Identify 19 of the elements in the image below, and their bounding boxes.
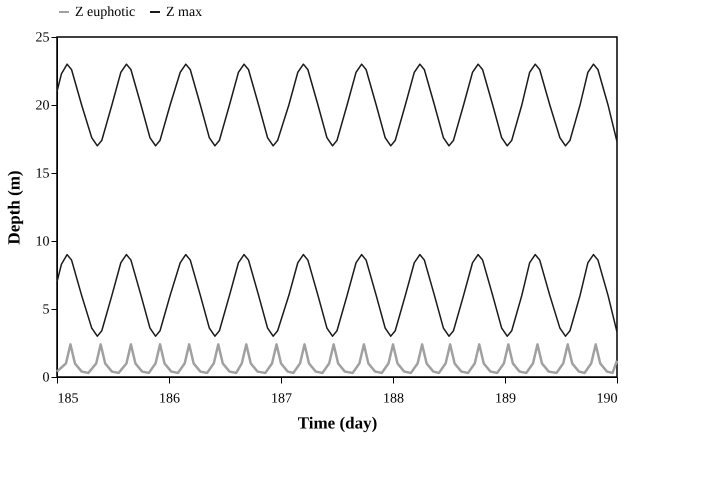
y-tick-label: 0 [42, 370, 50, 386]
y-tick-label: 5 [42, 302, 50, 318]
legend-label: Z euphotic [75, 5, 136, 20]
x-tick-label: 188 [383, 392, 404, 406]
y-tick-label: 20 [36, 98, 50, 114]
x-tick-label: 190 [596, 392, 618, 406]
y-axis-title: Depth (m) [4, 170, 24, 245]
x-tick-label: 189 [495, 392, 516, 406]
line-series [56, 63, 618, 147]
y-tick-label: 15 [36, 166, 50, 182]
x-tick-label: 185 [58, 392, 78, 406]
line-series [56, 254, 618, 337]
x-tick-label: 186 [159, 392, 180, 406]
line-series [56, 343, 618, 374]
x-axis-title: Time (day) [298, 414, 378, 432]
y-tick-label: 25 [36, 30, 50, 46]
legend-label: Z max [166, 5, 202, 20]
x-tick-label: 187 [271, 392, 292, 406]
y-tick-label: 10 [36, 234, 50, 250]
